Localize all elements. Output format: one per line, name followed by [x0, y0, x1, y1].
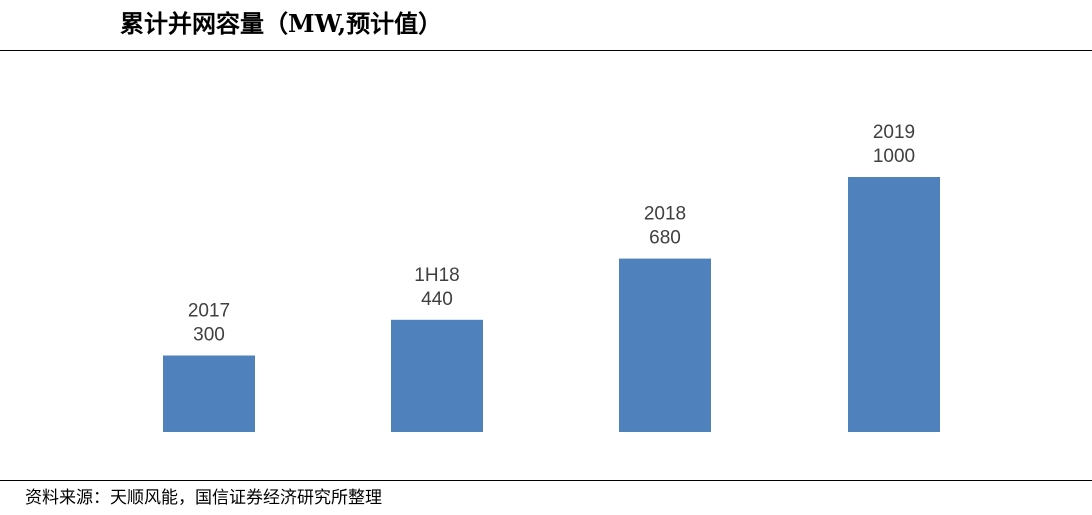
category-label: 2018 [644, 204, 686, 225]
category-label: 2017 [188, 301, 230, 322]
category-label: 1H18 [414, 265, 459, 286]
value-label: 300 [193, 325, 225, 346]
value-label: 1000 [873, 146, 915, 167]
bars-layer [163, 177, 940, 432]
bar-2019 [848, 177, 940, 432]
bar-1h18 [391, 319, 483, 432]
value-label: 440 [421, 289, 453, 310]
bar-2018 [619, 258, 711, 432]
bottom-divider [0, 480, 1092, 481]
top-divider [0, 50, 1092, 51]
source-note: 资料来源：天顺风能，国信证券经济研究所整理 [25, 488, 382, 508]
category-label: 2019 [873, 122, 915, 143]
bar-2017 [163, 355, 255, 432]
chart-title: 累计并网容量（MW,预计值） [120, 9, 443, 38]
labels-layer: 2017 300 1H18 440 2018 680 2019 1000 [188, 122, 915, 346]
value-label: 680 [649, 228, 681, 249]
